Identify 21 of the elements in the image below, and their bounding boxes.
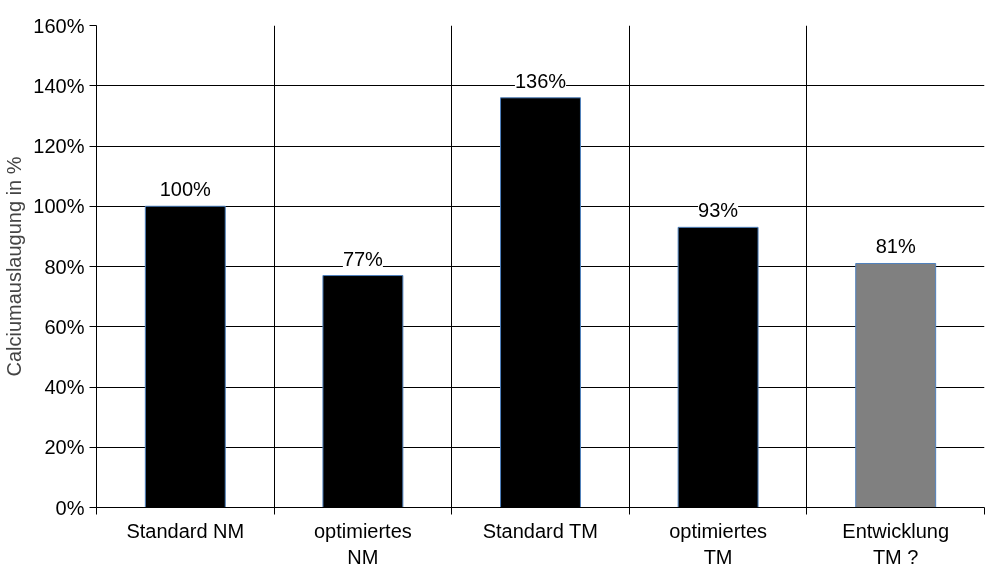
data-label: 136% [514, 69, 567, 92]
y-tick-label: 20% [44, 436, 85, 459]
y-tick-label: 120% [33, 135, 85, 157]
y-tick-label: 80% [44, 255, 85, 278]
data-label: 77% [342, 247, 384, 270]
y-tick-label: 60% [44, 315, 85, 338]
y-tick-label: 0% [55, 496, 85, 519]
x-tick-label: Standard NM [126, 519, 245, 542]
y-tick-label: 100% [33, 195, 85, 218]
y-tick-label: 140% [33, 74, 85, 97]
x-tick-label: optimiertes NM [313, 519, 412, 568]
data-label: 100% [159, 178, 212, 201]
y-tick-label: 40% [44, 376, 85, 398]
y-tick-label: 160% [33, 14, 85, 37]
data-label: 93% [698, 199, 739, 222]
data-label: 81% [875, 235, 916, 258]
x-tick-label: optimiertes TM [669, 519, 768, 568]
x-tick-label: Standard TM [482, 519, 598, 542]
y-axis-title: Calciumauslaugung in % [3, 156, 26, 377]
bar [855, 262, 937, 508]
x-tick-label: Entwicklung TM ? [842, 519, 950, 568]
